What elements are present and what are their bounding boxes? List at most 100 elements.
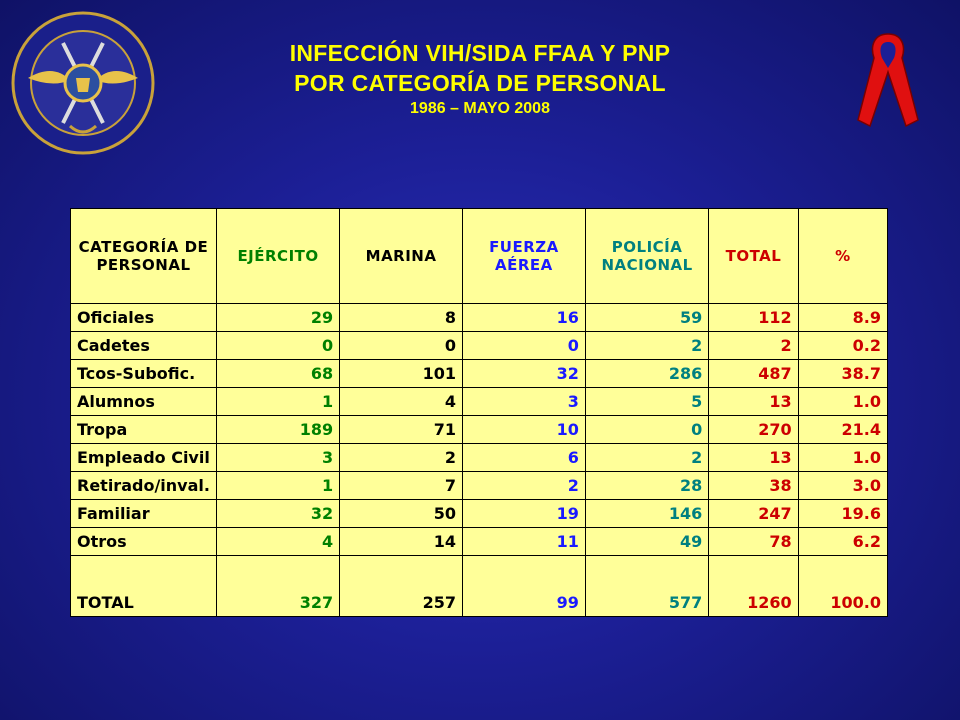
total-cell: 78 (708, 527, 799, 556)
percent-cell: 8.9 (797, 303, 889, 332)
marina-cell: 0 (339, 331, 463, 360)
ejercito-cell: 1 (215, 387, 341, 416)
percent-cell: 1.0 (797, 443, 889, 472)
percent-cell: 100.0 (797, 555, 889, 617)
ejercito-cell: 189 (215, 415, 341, 444)
table-row: Otros 4 14 11 49 78 6.2 (70, 527, 889, 556)
header-total: TOTAL (708, 208, 799, 304)
header-fuerza-line-2: AÉREA (495, 256, 553, 274)
category-cell: Tcos-Subofic. (70, 359, 217, 388)
fuerza-aerea-cell: 19 (462, 499, 586, 528)
percent-cell: 21.4 (797, 415, 889, 444)
fuerza-aerea-cell: 99 (462, 555, 586, 617)
fuerza-aerea-cell: 0 (462, 331, 586, 360)
percent-cell: 6.2 (797, 527, 889, 556)
table-row: Cadetes 0 0 0 2 2 0.2 (70, 331, 889, 360)
policia-cell: 146 (584, 499, 710, 528)
red-awareness-ribbon-icon (857, 33, 919, 128)
policia-cell: 2 (584, 443, 710, 472)
category-cell: Retirado/inval. (70, 471, 217, 500)
total-cell: 270 (708, 415, 799, 444)
marina-cell: 14 (339, 527, 463, 556)
total-cell: 38 (708, 471, 799, 500)
table-row: Tcos-Subofic. 68 101 32 286 487 38.7 (70, 359, 889, 388)
ejercito-cell: 32 (215, 499, 341, 528)
policia-cell: 0 (584, 415, 710, 444)
header-categoria-line-1: CATEGORÍA DE (78, 238, 209, 256)
marina-cell: 71 (339, 415, 463, 444)
ejercito-cell: 1 (215, 471, 341, 500)
percent-cell: 0.2 (797, 331, 889, 360)
table-row: Tropa 189 71 10 0 270 21.4 (70, 415, 889, 444)
marina-cell: 8 (339, 303, 463, 332)
marina-cell: 2 (339, 443, 463, 472)
fuerza-aerea-cell: 16 (462, 303, 586, 332)
total-cell: 13 (708, 387, 799, 416)
policia-cell: 2 (584, 331, 710, 360)
header-categoria: CATEGORÍA DE PERSONAL (70, 208, 217, 304)
total-cell: 1260 (708, 555, 799, 617)
total-cell: 2 (708, 331, 799, 360)
ejercito-cell: 68 (215, 359, 341, 388)
fuerza-aerea-cell: 6 (462, 443, 586, 472)
fuerza-aerea-cell: 32 (462, 359, 586, 388)
total-cell: 487 (708, 359, 799, 388)
hiv-cases-table: CATEGORÍA DE PERSONAL EJÉRCITO MARINA FU… (70, 208, 889, 617)
category-cell: Oficiales (70, 303, 217, 332)
table-row: Alumnos 1 4 3 5 13 1.0 (70, 387, 889, 416)
table-row: Empleado Civil 3 2 6 2 13 1.0 (70, 443, 889, 472)
policia-cell: 49 (584, 527, 710, 556)
percent-cell: 1.0 (797, 387, 889, 416)
marina-cell: 257 (339, 555, 463, 617)
marina-cell: 50 (339, 499, 463, 528)
header-percent: % (797, 208, 889, 304)
header-policia-line-1: POLICÍA (611, 238, 683, 256)
category-cell: Tropa (70, 415, 217, 444)
ejercito-cell: 327 (215, 555, 341, 617)
policia-cell: 286 (584, 359, 710, 388)
header-marina: MARINA (339, 208, 463, 304)
total-cell: 247 (708, 499, 799, 528)
category-cell: Alumnos (70, 387, 217, 416)
percent-cell: 38.7 (797, 359, 889, 388)
percent-cell: 19.6 (797, 499, 889, 528)
ejercito-cell: 29 (215, 303, 341, 332)
slide-subtitle-period: 1986 – MAYO 2008 (410, 100, 550, 117)
header-fuerza-line-1: FUERZA (489, 238, 559, 256)
policia-cell: 28 (584, 471, 710, 500)
header-ejercito: EJÉRCITO (215, 208, 341, 304)
marina-cell: 7 (339, 471, 463, 500)
slide-title-line-1: INFECCIÓN VIH/SIDA FFAA Y PNP (289, 40, 671, 66)
percent-cell: 3.0 (797, 471, 889, 500)
policia-cell: 577 (584, 555, 710, 617)
category-cell: Familiar (70, 499, 217, 528)
category-cell: Otros (70, 527, 217, 556)
marina-cell: 4 (339, 387, 463, 416)
table-header-row: CATEGORÍA DE PERSONAL EJÉRCITO MARINA FU… (70, 208, 889, 304)
table-total-row: TOTAL 327 257 99 577 1260 100.0 (70, 555, 889, 617)
ejercito-cell: 0 (215, 331, 341, 360)
ejercito-cell: 3 (215, 443, 341, 472)
total-cell: 112 (708, 303, 799, 332)
policia-cell: 59 (584, 303, 710, 332)
fuerza-aerea-cell: 3 (462, 387, 586, 416)
marina-cell: 101 (339, 359, 463, 388)
slide-title-line-2: POR CATEGORÍA DE PERSONAL (294, 70, 666, 96)
total-cell: 13 (708, 443, 799, 472)
ejercito-cell: 4 (215, 527, 341, 556)
header-policia-nacional: POLICÍA NACIONAL (584, 208, 710, 304)
table-row: Familiar 32 50 19 146 247 19.6 (70, 499, 889, 528)
title-block: INFECCIÓN VIH/SIDA FFAA Y PNP POR CATEGO… (200, 38, 760, 120)
table-row: Oficiales 29 8 16 59 112 8.9 (70, 303, 889, 332)
header-policia-line-2: NACIONAL (601, 256, 693, 274)
category-cell: TOTAL (70, 555, 217, 617)
fuerza-aerea-cell: 11 (462, 527, 586, 556)
military-police-seal-logo (11, 11, 155, 155)
fuerza-aerea-cell: 2 (462, 471, 586, 500)
fuerza-aerea-cell: 10 (462, 415, 586, 444)
table-row: Retirado/inval. 1 7 2 28 38 3.0 (70, 471, 889, 500)
header-fuerza-aerea: FUERZA AÉREA (462, 208, 586, 304)
policia-cell: 5 (584, 387, 710, 416)
category-cell: Cadetes (70, 331, 217, 360)
header-categoria-line-2: PERSONAL (96, 256, 191, 274)
